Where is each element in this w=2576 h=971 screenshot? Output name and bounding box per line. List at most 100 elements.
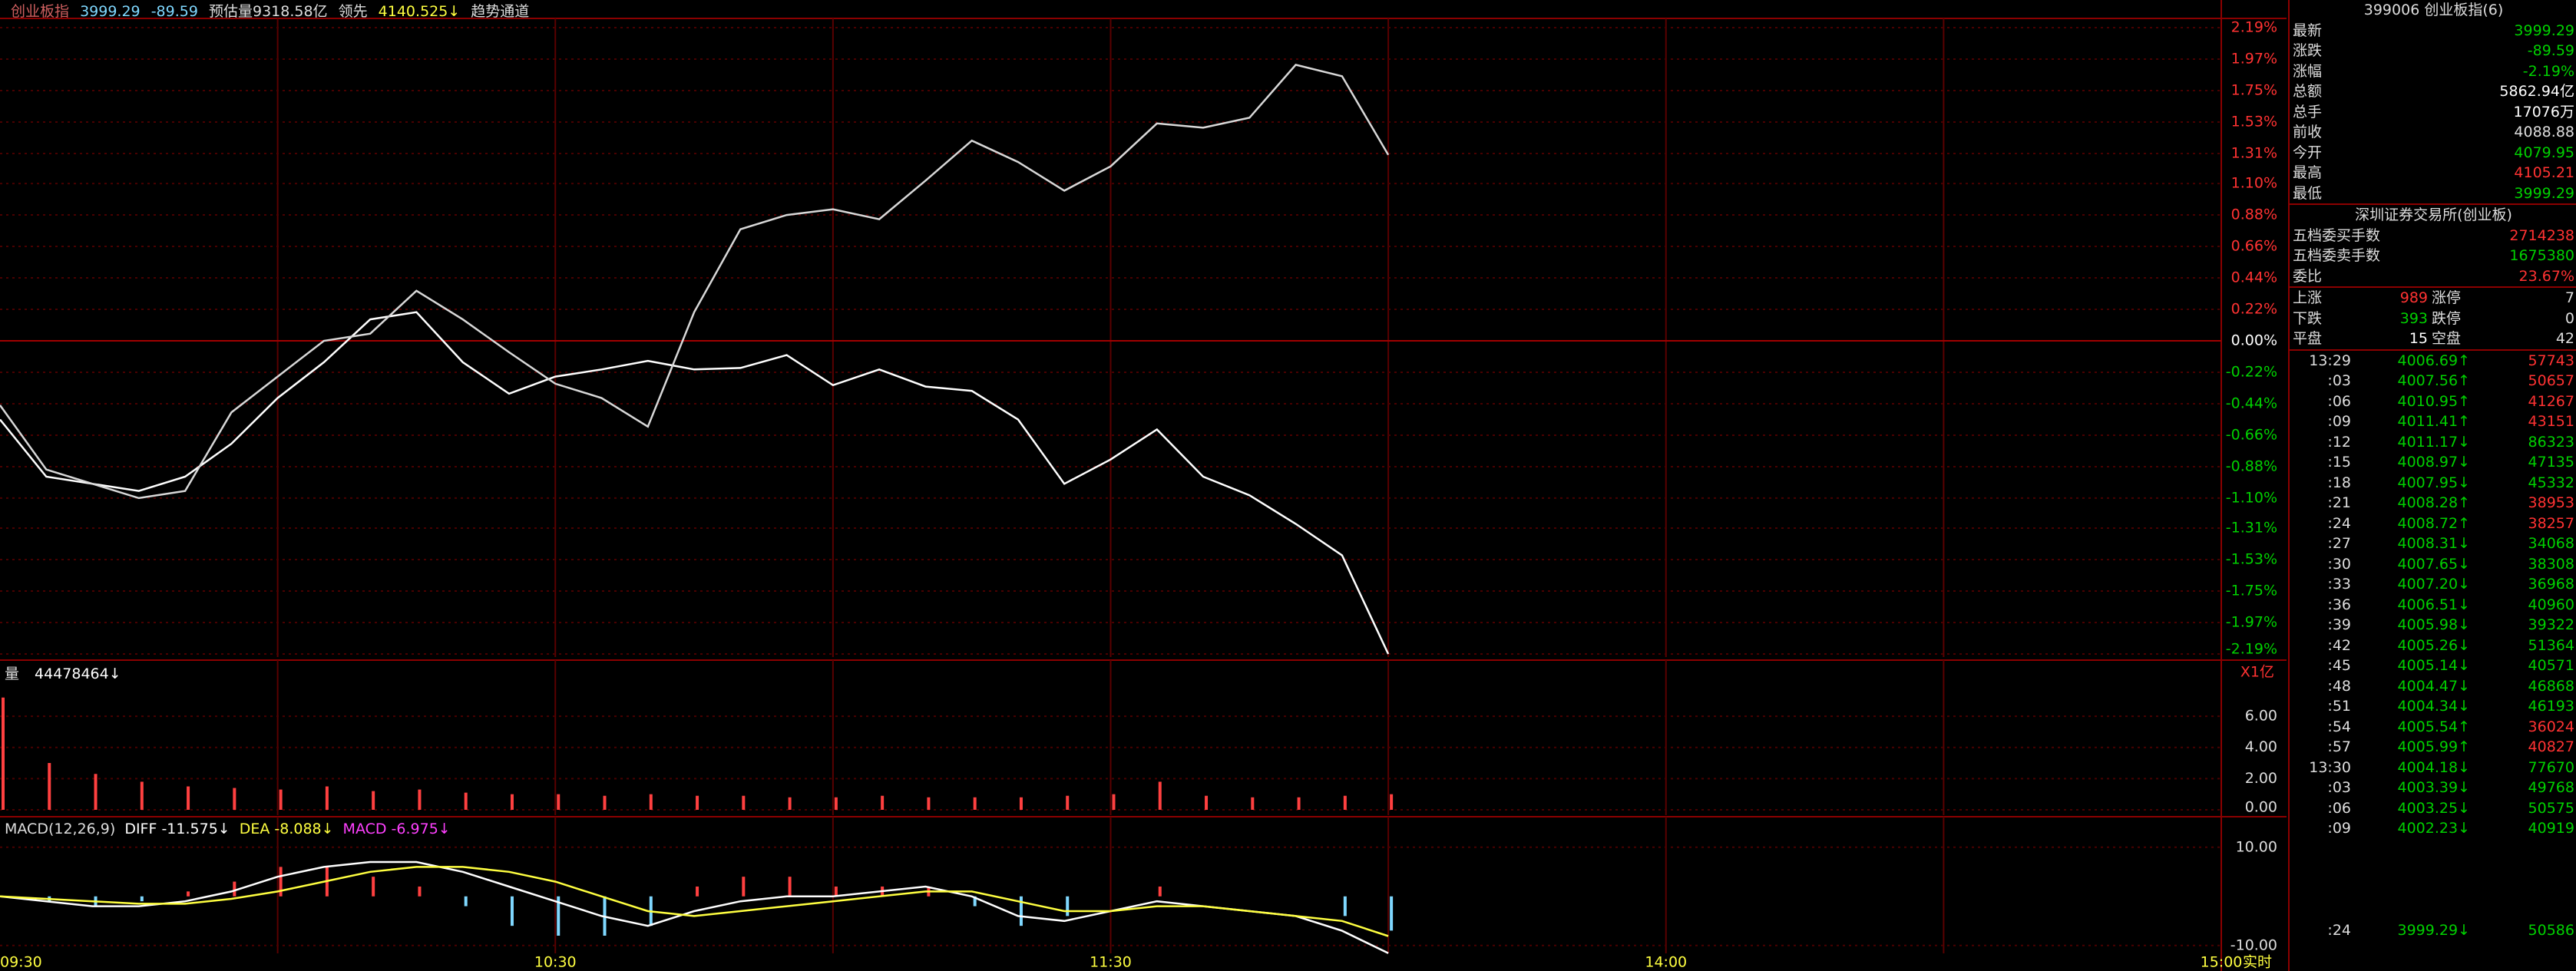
est-volume: 预估量9318.58亿 xyxy=(209,3,328,20)
trade-time: :45 xyxy=(2327,657,2351,674)
trade-price: 4005.54↑ xyxy=(2397,718,2471,735)
trade-price: 4008.72↑ xyxy=(2397,514,2471,532)
breadth-label: 下跌 xyxy=(2293,309,2323,327)
exchange-value: 2714238 xyxy=(2509,226,2574,244)
quote-label: 前收 xyxy=(2293,124,2323,140)
trade-time: :42 xyxy=(2327,636,2351,654)
quote-value: 4088.88 xyxy=(2514,124,2574,140)
trade-time: :30 xyxy=(2327,555,2351,573)
trade-time: :27 xyxy=(2327,535,2351,552)
breadth-value: 15 xyxy=(2409,330,2428,347)
y-tick-label: -1.53% xyxy=(2226,551,2277,568)
trade-row: 13:29 4006.69↑ 57743 xyxy=(2290,351,2576,372)
trade-price: 4005.98↓ xyxy=(2397,616,2471,633)
trade-row: :54 4005.54↑ 36024 xyxy=(2290,717,2576,738)
quote-label: 涨幅 xyxy=(2293,62,2323,80)
trade-row: :03 4003.39↓ 49768 xyxy=(2290,778,2576,798)
x-tick-label: 10:30 xyxy=(534,954,577,971)
trade-volume: 38257 xyxy=(2528,514,2574,532)
trade-time: :03 xyxy=(2327,779,2351,796)
quote-value: 4079.95 xyxy=(2514,144,2574,161)
trade-volume: 57743 xyxy=(2528,352,2574,369)
quote-label: 总手 xyxy=(2293,103,2323,121)
trade-row: :51 4004.34↓ 46193 xyxy=(2290,696,2576,717)
quote-label: 最高 xyxy=(2293,164,2323,181)
lead-value: 4140.525↓ xyxy=(379,3,461,20)
trade-time: :57 xyxy=(2327,738,2351,755)
trade-time: 13:30 xyxy=(2309,758,2351,776)
trade-time: 13:29 xyxy=(2309,352,2351,369)
lead-label: 领先 xyxy=(339,3,368,20)
volume-value: 44478464↓ xyxy=(35,665,121,682)
trade-volume: 40827 xyxy=(2528,738,2574,755)
trade-volume: 77670 xyxy=(2528,758,2574,776)
y-tick-label: 2.00 xyxy=(2245,770,2277,787)
y-tick-label: 10.00 xyxy=(2236,838,2277,855)
trade-time: :36 xyxy=(2327,596,2351,613)
series-line xyxy=(0,311,1390,655)
y-tick-label: 6.00 xyxy=(2245,708,2277,725)
x-tick-label: 11:30 xyxy=(1090,954,1132,971)
quote-label: 今开 xyxy=(2293,144,2323,161)
legend-entry: MACD -6.975↓ xyxy=(343,821,451,837)
trade-volume: 40919 xyxy=(2528,820,2574,837)
exchange-label: 委比 xyxy=(2293,267,2323,285)
trade-row: :06 4003.25↓ 50575 xyxy=(2290,798,2576,819)
trade-row: :39 4005.98↓ 39322 xyxy=(2290,615,2576,636)
chart-area: 创业板指 3999.29 -89.59 预估量9318.58亿 领先 4140.… xyxy=(0,0,2287,971)
trade-volume: 50586 xyxy=(2528,921,2574,939)
y-tick-label: 1.97% xyxy=(2231,50,2277,67)
exchange-section: 深圳证券交易所(创业板) 五档委买手数 2714238 五档委卖手数 1675380 委比… xyxy=(2290,203,2576,286)
exchange-label: 五档委卖手数 xyxy=(2293,247,2381,264)
quote-value: 17076万 xyxy=(2513,103,2574,121)
trade-row: 13:30 4004.18↓ 77670 xyxy=(2290,758,2576,778)
trade-price: 4005.99↑ xyxy=(2397,738,2471,755)
trade-time: :03 xyxy=(2327,372,2351,389)
trade-price: 4005.14↓ xyxy=(2397,657,2471,674)
trade-price: 4010.95↑ xyxy=(2397,392,2471,410)
breadth-label: 涨停 xyxy=(2432,289,2462,306)
breadth-value: 7 xyxy=(2564,289,2574,306)
trade-row: :27 4008.31↓ 34068 xyxy=(2290,533,2576,554)
quote-row: 最低 3999.29 xyxy=(2290,183,2576,204)
trade-row: :12 4011.17↓ 86323 xyxy=(2290,432,2576,453)
trade-row: :48 4004.47↓ 46868 xyxy=(2290,676,2576,697)
trade-row: :06 4010.95↑ 41267 xyxy=(2290,391,2576,412)
trade-price: 4007.65↓ xyxy=(2397,555,2471,573)
trade-row: :03 4007.56↑ 50657 xyxy=(2290,371,2576,391)
trade-volume: 46868 xyxy=(2528,677,2574,695)
trade-row: :42 4005.26↓ 51364 xyxy=(2290,636,2576,656)
breadth-row: 平盘 15 空盘 42 xyxy=(2290,329,2576,349)
trade-volume: 36024 xyxy=(2528,718,2574,735)
trade-volume: 46193 xyxy=(2528,698,2574,715)
quote-value: -89.59 xyxy=(2527,42,2574,59)
trade-volume: 86323 xyxy=(2528,433,2574,451)
trade-row: :30 4007.65↓ 38308 xyxy=(2290,554,2576,575)
index-name: 创业板指 xyxy=(11,3,69,20)
breadth-value: 0 xyxy=(2564,309,2574,327)
series-line xyxy=(0,866,1389,937)
trade-row: :09 4002.23↓ 40919 xyxy=(2290,818,2576,839)
quote-row: 最新 3999.29 xyxy=(2290,21,2576,41)
quote-value: 5862.94亿 xyxy=(2499,83,2574,100)
y-tick-label: -1.31% xyxy=(2226,520,2277,537)
y-tick-label: 0.66% xyxy=(2231,238,2277,255)
y-tick-label: -10.00 xyxy=(2230,936,2277,953)
trade-time: :09 xyxy=(2327,413,2351,430)
trade-row: :24 3999.29↓ 50586 xyxy=(2290,920,2576,941)
quote-row: 涨跌 -89.59 xyxy=(2290,41,2576,61)
trade-volume: 38953 xyxy=(2528,494,2574,511)
trade-price: 4005.26↓ xyxy=(2397,636,2471,654)
macd-header: MACD(12,26,9) DIFF -11.575↓ DEA -8.088↓ MAC… xyxy=(5,821,451,837)
index-price: 3999.29 xyxy=(80,3,141,20)
quote-title: 399006 创业板指(6) xyxy=(2363,2,2504,18)
trade-time: :33 xyxy=(2327,576,2351,593)
trade-time: :18 xyxy=(2327,474,2351,491)
trade-volume: 45332 xyxy=(2528,474,2574,491)
trade-time: :12 xyxy=(2327,433,2351,451)
quote-value: -2.19% xyxy=(2522,62,2574,80)
trade-price: 4004.47↓ xyxy=(2397,677,2471,695)
breadth-label: 上涨 xyxy=(2293,289,2323,306)
quote-row: 前收 4088.88 xyxy=(2290,122,2576,143)
quote-value: 3999.29 xyxy=(2514,184,2574,202)
